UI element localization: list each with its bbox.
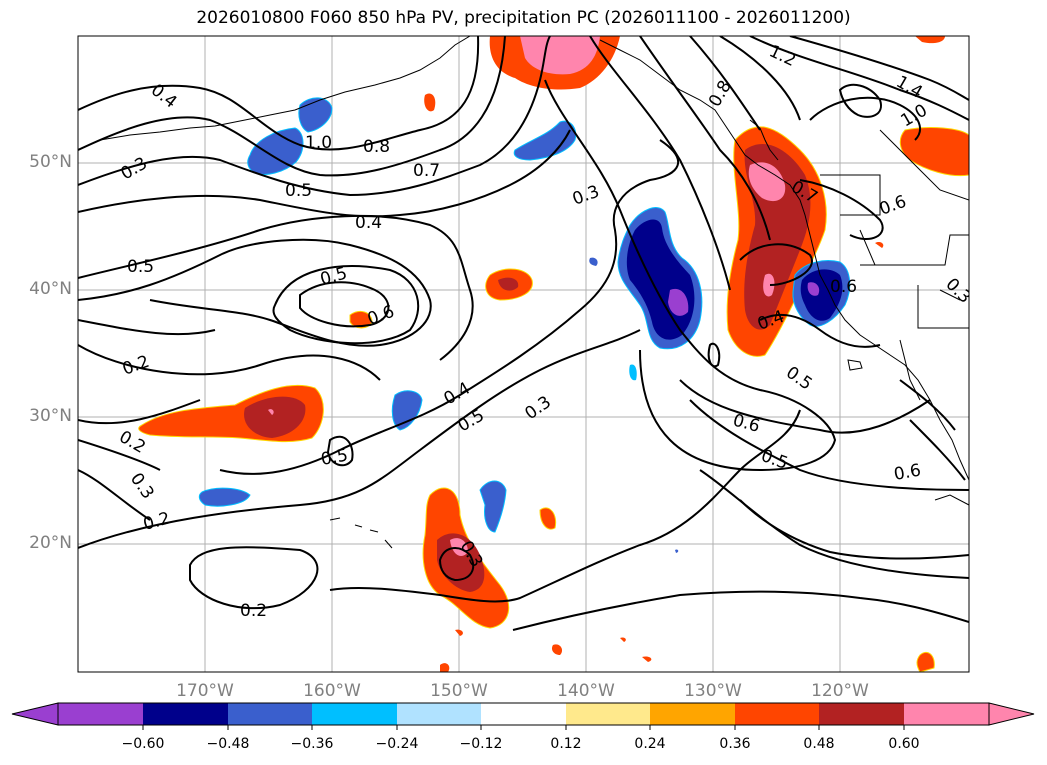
colorbar-tick: −0.36: [290, 736, 334, 752]
colorbar-tick: 0.36: [719, 736, 751, 752]
coastlines: [99, 36, 969, 549]
colorbar-tick: −0.12: [459, 736, 503, 752]
colorbar-segment: [397, 703, 481, 725]
gridlines: [78, 36, 969, 672]
contour-label: 0.5: [319, 446, 349, 470]
colorbar-high-extension: [988, 702, 1035, 726]
colorbar-segment: [819, 703, 904, 725]
colorbar-segment: [228, 703, 312, 725]
lon-label-150w: 150°W: [430, 681, 488, 701]
lon-label-160w: 160°W: [303, 681, 361, 701]
colorbar-segment: [58, 703, 143, 725]
contour-label: 0.6: [892, 461, 922, 485]
lon-label-170w: 170°W: [176, 681, 234, 701]
lon-label-120w: 120°W: [811, 681, 869, 701]
precip-negative-shading: [198, 97, 851, 553]
colorbar-segment: [650, 703, 735, 725]
colorbar-tick: −0.48: [206, 736, 250, 752]
colorbar-tick: 0.60: [888, 736, 920, 752]
plot-frame: [77, 35, 970, 673]
colorbar-segment: [143, 703, 228, 725]
pv-contours: [78, 36, 969, 631]
contour-label: 0.5: [285, 181, 312, 201]
contour-label: 1.0: [305, 133, 332, 153]
colorbar-tick: 0.48: [803, 736, 835, 752]
colorbar-tick: −0.24: [375, 736, 419, 752]
lon-label-130w: 130°W: [684, 681, 742, 701]
colorbar-low-extension: [11, 702, 59, 726]
contour-label: 0.2: [240, 601, 267, 621]
contour-label: 0.7: [413, 161, 440, 181]
colorbar-segment: [735, 703, 819, 725]
contour-label: 0.8: [363, 137, 390, 157]
contour-label: 0.4: [355, 213, 382, 233]
colorbar: [11, 702, 1035, 730]
colorbar-segment: [312, 703, 397, 725]
lat-label-50n: 50°N: [29, 152, 72, 172]
contour-label: 0.5: [127, 257, 154, 277]
lat-label-30n: 30°N: [29, 406, 72, 426]
map-title: 2026010800 F060 850 hPa PV, precipitatio…: [196, 8, 851, 28]
lat-label-20n: 20°N: [29, 533, 72, 553]
lat-label-40n: 40°N: [29, 279, 72, 299]
lon-label-140w: 140°W: [557, 681, 615, 701]
colorbar-segment: [904, 703, 989, 725]
colorbar-segment: [566, 703, 650, 725]
colorbar-tick: 0.12: [550, 736, 582, 752]
colorbar-tick: 0.24: [634, 736, 666, 752]
contour-label: 0.6: [830, 277, 857, 297]
colorbar-segment: [481, 703, 566, 725]
colorbar-tick: −0.60: [121, 736, 165, 752]
